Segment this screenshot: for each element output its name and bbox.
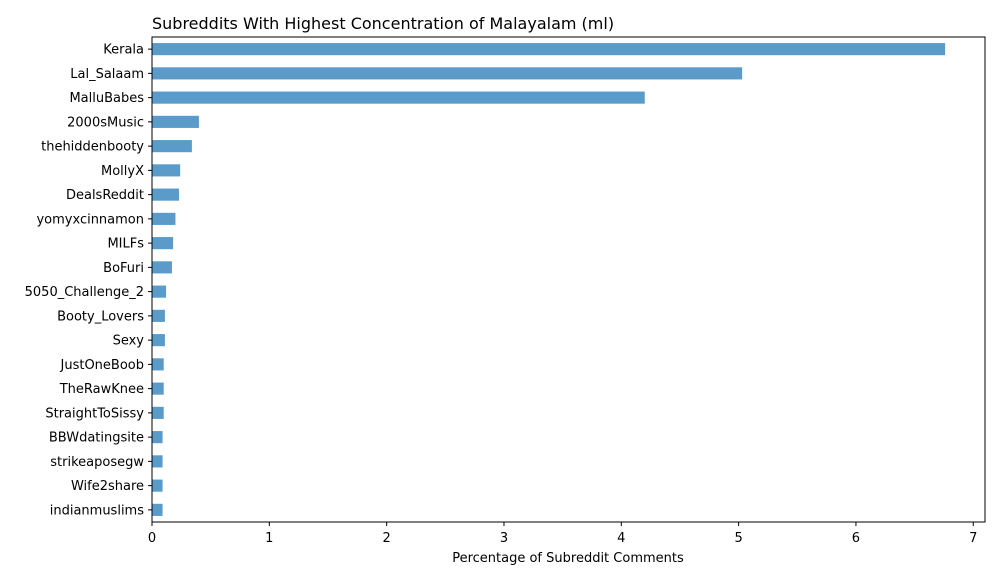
y-tick-label: Wife2share bbox=[71, 479, 144, 494]
bar-2000sMusic bbox=[152, 115, 199, 128]
y-tick-label: 5050_Challenge_2 bbox=[25, 285, 144, 300]
y-tick-label: DealsReddit bbox=[66, 188, 144, 203]
bar-thehiddenbooty bbox=[152, 140, 192, 153]
y-tick-label: 2000sMusic bbox=[67, 115, 144, 130]
x-axis-label: Percentage of Subreddit Comments bbox=[452, 551, 684, 566]
bar-yomyxcinnamon bbox=[152, 212, 176, 225]
y-tick-label: StraightToSissy bbox=[45, 406, 144, 421]
y-tick-label: TheRawKnee bbox=[59, 382, 144, 397]
bar-Kerala bbox=[152, 43, 946, 56]
bar-MalluBabes bbox=[152, 91, 645, 104]
x-tick-label: 0 bbox=[148, 531, 156, 546]
x-tick-label: 5 bbox=[734, 531, 742, 546]
y-tick-label: MalluBabes bbox=[69, 91, 144, 106]
bar-Lal_Salaam bbox=[152, 67, 743, 80]
y-tick-label: MollyX bbox=[101, 164, 144, 179]
x-ticks: 0 1 2 3 4 5 6 7 bbox=[148, 522, 977, 546]
y-tick-label: strikeaposegw bbox=[50, 455, 144, 470]
bar-Sexy bbox=[152, 334, 165, 347]
bars-layer bbox=[152, 43, 946, 516]
bar-MILFs bbox=[152, 237, 174, 250]
y-tick-label: yomyxcinnamon bbox=[36, 212, 144, 227]
bar-Booty_Lovers bbox=[152, 309, 165, 322]
bar-5050_Challenge_2 bbox=[152, 285, 167, 298]
x-tick-label: 7 bbox=[969, 531, 977, 546]
bar-indianmuslims bbox=[152, 503, 163, 516]
x-tick-label: 6 bbox=[852, 531, 860, 546]
y-tick-label: BBWdatingsite bbox=[49, 431, 144, 446]
x-tick-label: 2 bbox=[383, 531, 391, 546]
y-tick-label: BoFuri bbox=[103, 261, 144, 276]
y-tick-label: Sexy bbox=[113, 334, 145, 349]
bar-BoFuri bbox=[152, 261, 172, 274]
y-tick-label: indianmuslims bbox=[50, 503, 144, 518]
plot-frame bbox=[151, 36, 986, 523]
y-tick-labels: Kerala Lal_Salaam MalluBabes 2000sMusic theh… bbox=[25, 43, 152, 518]
y-tick-label: Kerala bbox=[103, 43, 144, 58]
bar-MollyX bbox=[152, 164, 181, 177]
y-tick-label: Booty_Lovers bbox=[57, 309, 144, 324]
y-tick-label: JustOneBoob bbox=[60, 358, 145, 373]
x-tick-label: 1 bbox=[265, 531, 273, 546]
bar-JustOneBoob bbox=[152, 358, 164, 371]
y-tick-label: MILFs bbox=[107, 237, 144, 252]
bar-BBWdatingsite bbox=[152, 431, 163, 444]
y-tick-label: thehiddenbooty bbox=[41, 140, 144, 155]
x-tick-label: 4 bbox=[617, 531, 625, 546]
bar-DealsReddit bbox=[152, 188, 179, 201]
bar-strikeaposegw bbox=[152, 455, 163, 468]
x-tick-label: 3 bbox=[500, 531, 508, 546]
chart-title: Subreddits With Highest Concentration of… bbox=[152, 14, 614, 33]
bar-Wife2share bbox=[152, 479, 163, 492]
y-tick-label: Lal_Salaam bbox=[70, 67, 144, 82]
bar-TheRawKnee bbox=[152, 382, 164, 395]
bar-StraightToSissy bbox=[152, 406, 164, 419]
